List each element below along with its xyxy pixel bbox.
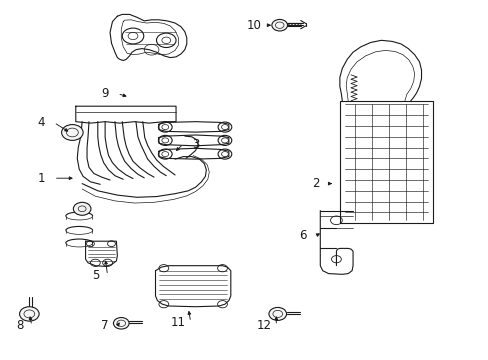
Text: 10: 10 (246, 19, 261, 32)
Text: 5: 5 (91, 269, 99, 282)
Text: 12: 12 (256, 319, 271, 332)
Circle shape (73, 202, 91, 215)
Circle shape (113, 318, 129, 329)
Text: 1: 1 (38, 172, 45, 185)
Text: 8: 8 (16, 319, 23, 332)
Text: 6: 6 (299, 229, 306, 242)
Circle shape (268, 307, 286, 320)
Text: 2: 2 (311, 177, 319, 190)
Circle shape (271, 19, 287, 31)
Circle shape (20, 307, 39, 321)
Text: 3: 3 (191, 138, 199, 150)
Text: 4: 4 (38, 116, 45, 129)
Text: 11: 11 (171, 316, 185, 329)
Text: 7: 7 (101, 319, 109, 332)
Circle shape (61, 125, 83, 140)
Text: 9: 9 (101, 87, 109, 100)
